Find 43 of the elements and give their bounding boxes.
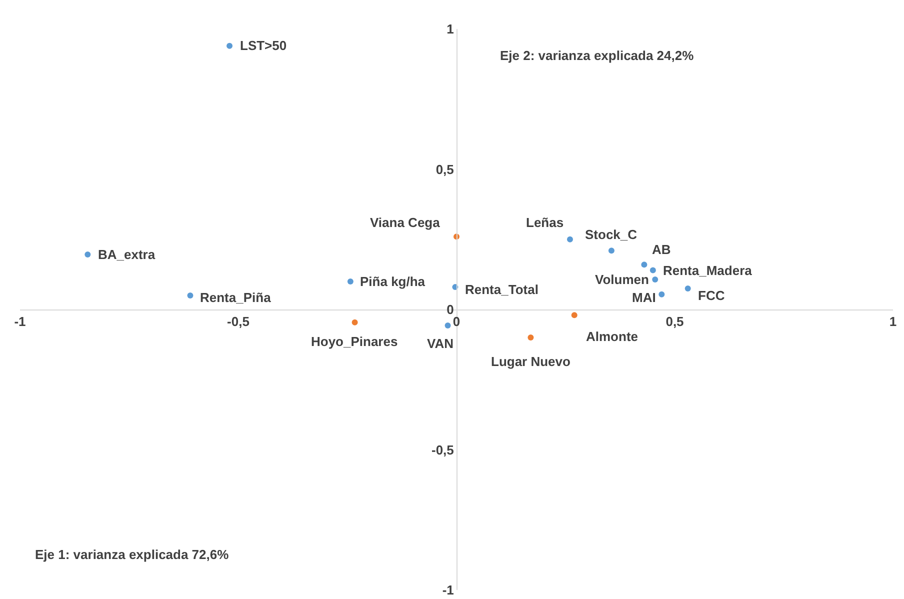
y-tick-label: -0,5 [431,442,454,458]
annotation: Stock_C [585,227,638,242]
point [608,248,614,254]
annotation: Renta_Piña [200,290,272,305]
y-tick-label: -1 [442,582,454,598]
x-tick-label: -0,5 [227,314,250,330]
point [658,291,665,298]
y-tick-label: 0,5 [436,162,454,177]
x-tick-label: -1 [14,314,26,330]
point [187,292,194,298]
annotation: Volumen [595,272,649,287]
point [652,276,658,282]
y-tick-label: 0 [446,302,454,318]
point [566,236,573,242]
x-tick-label: 1 [889,314,897,330]
point [352,319,358,326]
annotation: Renta_Madera [663,263,753,278]
point [571,312,578,318]
point [641,262,648,268]
point [528,334,534,341]
x-tick-label: 0,5 [666,314,684,330]
annotation: FCC [698,288,726,303]
y-tick-label: 1 [446,22,454,37]
annotation: Renta_Total [465,282,538,297]
annotation: Eje 2: varianza explicada 24,2% [500,48,694,63]
point [444,322,451,328]
point [684,285,691,292]
annotation: Leñas [526,215,564,230]
annotation: Almonte [586,329,638,344]
point [226,42,233,49]
annotation: Viana Cega [370,215,441,230]
point [84,252,91,258]
annotation: BA_extra [98,247,156,262]
annotation: VAN [427,336,454,351]
annotation: Lugar Nuevo [491,354,571,369]
annotation: Piña kg/ha [360,274,426,289]
annotation: LST>50 [240,38,287,53]
annotation: AB [652,242,671,257]
point [650,267,656,274]
annotation: MAI [632,290,656,305]
point [347,278,354,284]
annotation: Eje 1: varianza explicada 72,6% [35,547,230,562]
annotation: Hoyo_Pinares [311,334,398,349]
